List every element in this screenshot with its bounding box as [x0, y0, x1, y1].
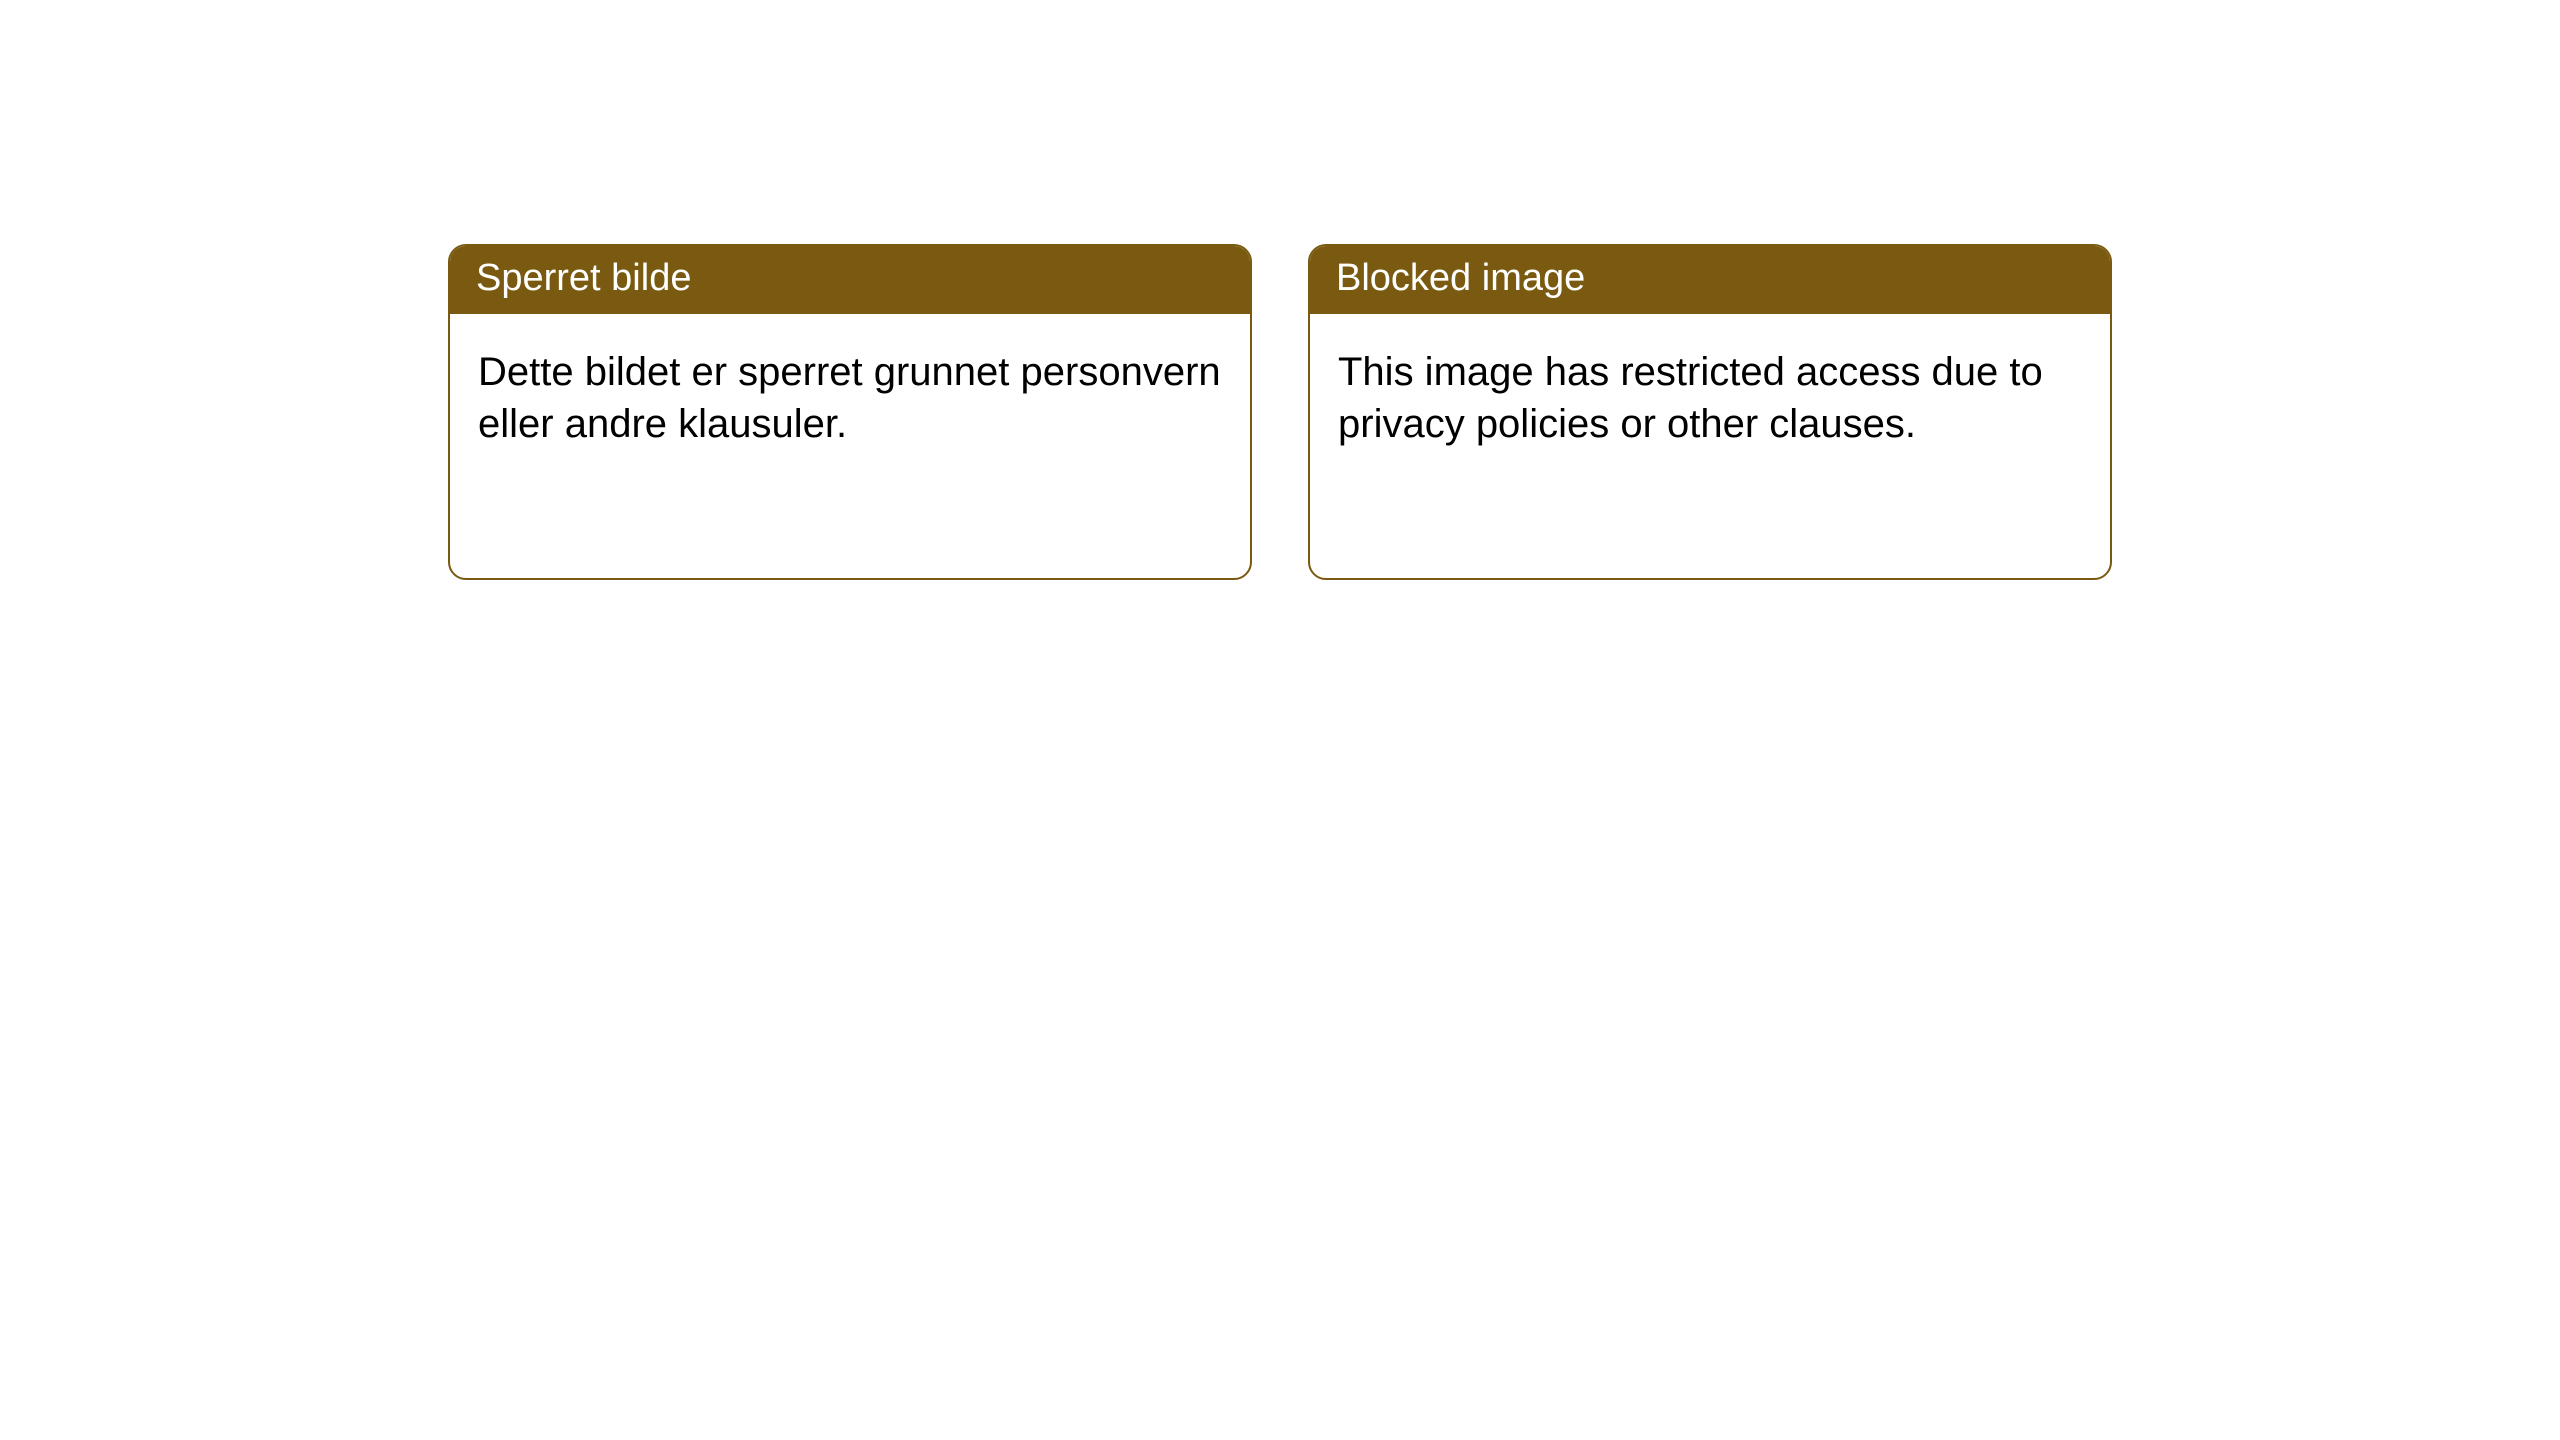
notice-container: Sperret bilde Dette bildet er sperret gr… [0, 0, 2560, 580]
notice-body: This image has restricted access due to … [1310, 314, 2110, 482]
notice-body: Dette bildet er sperret grunnet personve… [450, 314, 1250, 482]
notice-card-english: Blocked image This image has restricted … [1308, 244, 2112, 580]
notice-title: Sperret bilde [450, 246, 1250, 314]
notice-card-norwegian: Sperret bilde Dette bildet er sperret gr… [448, 244, 1252, 580]
notice-title: Blocked image [1310, 246, 2110, 314]
